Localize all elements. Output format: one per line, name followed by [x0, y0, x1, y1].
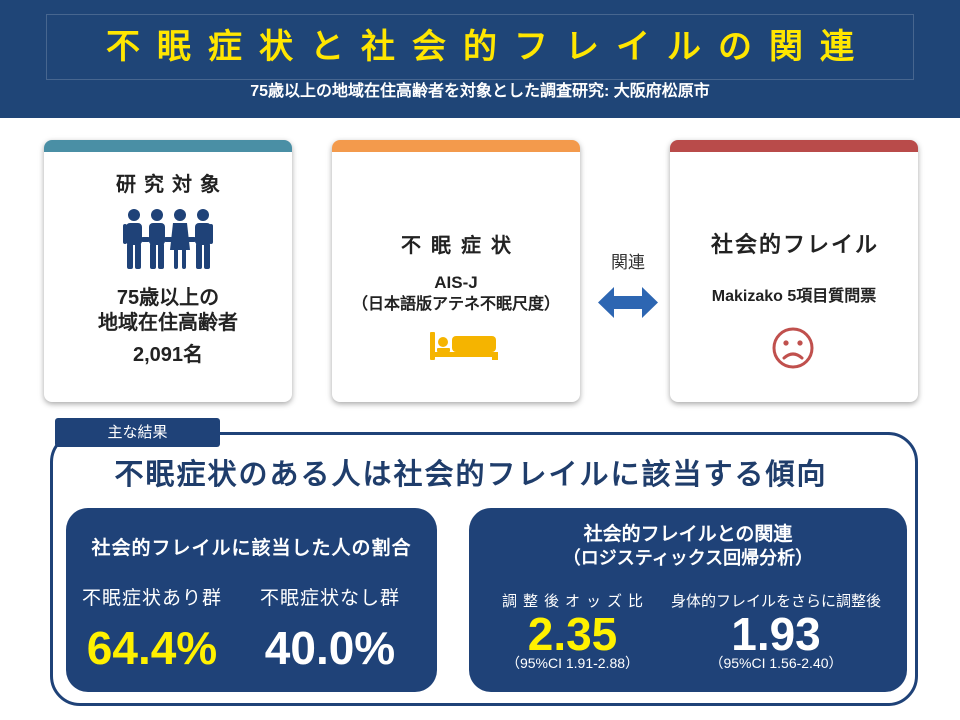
double-arrow-icon [598, 287, 658, 318]
card-social-frailty: 社会的フレイル Makizako 5項目質問票 [670, 140, 918, 402]
proportion-value-without-insomnia: 40.0% [264, 622, 396, 674]
bed-icon [430, 332, 498, 360]
card-insomnia: 不眠症状 AIS-J （日本語版アテネ不眠尺度） [332, 140, 580, 402]
adjusted-or-label: 調整後オッズ比 [501, 593, 649, 610]
association-method: （ロジスティックス回帰分析） [562, 548, 814, 568]
further-adjusted-or-label: 身体的フレイルをさらに調整後 [670, 593, 881, 610]
subjects-count: 2,091名 [132, 344, 204, 366]
results-headline: 不眠症状のある人は社会的フレイルに該当する傾向 [114, 459, 828, 491]
header-banner [0, 0, 960, 118]
card-title: 不眠症状 [401, 235, 521, 257]
adjusted-or-ci: （95%CI 1.91-2.88） [505, 655, 640, 671]
proportion-panel: 社会的フレイルに該当した人の割合 不眠症状あり群 不眠症状なし群 64.4% 4… [66, 508, 437, 692]
association-title: 社会的フレイルとの関連 [583, 524, 793, 545]
card-accent-bar [44, 140, 292, 152]
group-label-without-insomnia: 不眠症状なし群 [259, 588, 400, 609]
card-title: 研究対象 [116, 174, 228, 196]
card-study-subjects: 研究対象 [44, 140, 292, 402]
page-subtitle: 75歳以上の地域在住高齢者を対象とした調査研究: 大阪府松原市 [250, 83, 710, 100]
group-label-with-insomnia: 不眠症状あり群 [81, 588, 222, 609]
people-group-icon [122, 208, 214, 270]
proportion-title: 社会的フレイルに該当した人の割合 [91, 538, 412, 559]
results-tab-label: 主な結果 [55, 418, 220, 447]
insomnia-measure-note: （日本語版アテネ不眠尺度） [351, 296, 560, 313]
further-adjusted-or-value: 1.93 [731, 608, 821, 660]
frailty-measure: Makizako 5項目質問票 [711, 288, 877, 305]
adjusted-or-value: 2.35 [527, 608, 618, 660]
insomnia-measure: AIS-J [434, 273, 478, 292]
sad-face-icon [772, 327, 814, 369]
association-panel: 社会的フレイルとの関連 （ロジスティックス回帰分析） 調整後オッズ比 2.35 … [469, 508, 907, 692]
results-box [50, 432, 918, 706]
relation-label: 関連 [611, 253, 645, 272]
card-accent-bar [332, 140, 580, 152]
card-accent-bar [670, 140, 918, 152]
header-frame [46, 14, 914, 80]
proportion-value-with-insomnia: 64.4% [86, 622, 218, 674]
card-title: 社会的フレイル [710, 232, 879, 257]
page-title: 不眠症状と社会的フレイルの関連 [106, 28, 871, 66]
subjects-population-line: 地域在住高齢者 [98, 312, 238, 334]
further-adjusted-or-ci: （95%CI 1.56-2.40） [709, 655, 843, 671]
subjects-age-line: 75歳以上の [116, 287, 220, 309]
